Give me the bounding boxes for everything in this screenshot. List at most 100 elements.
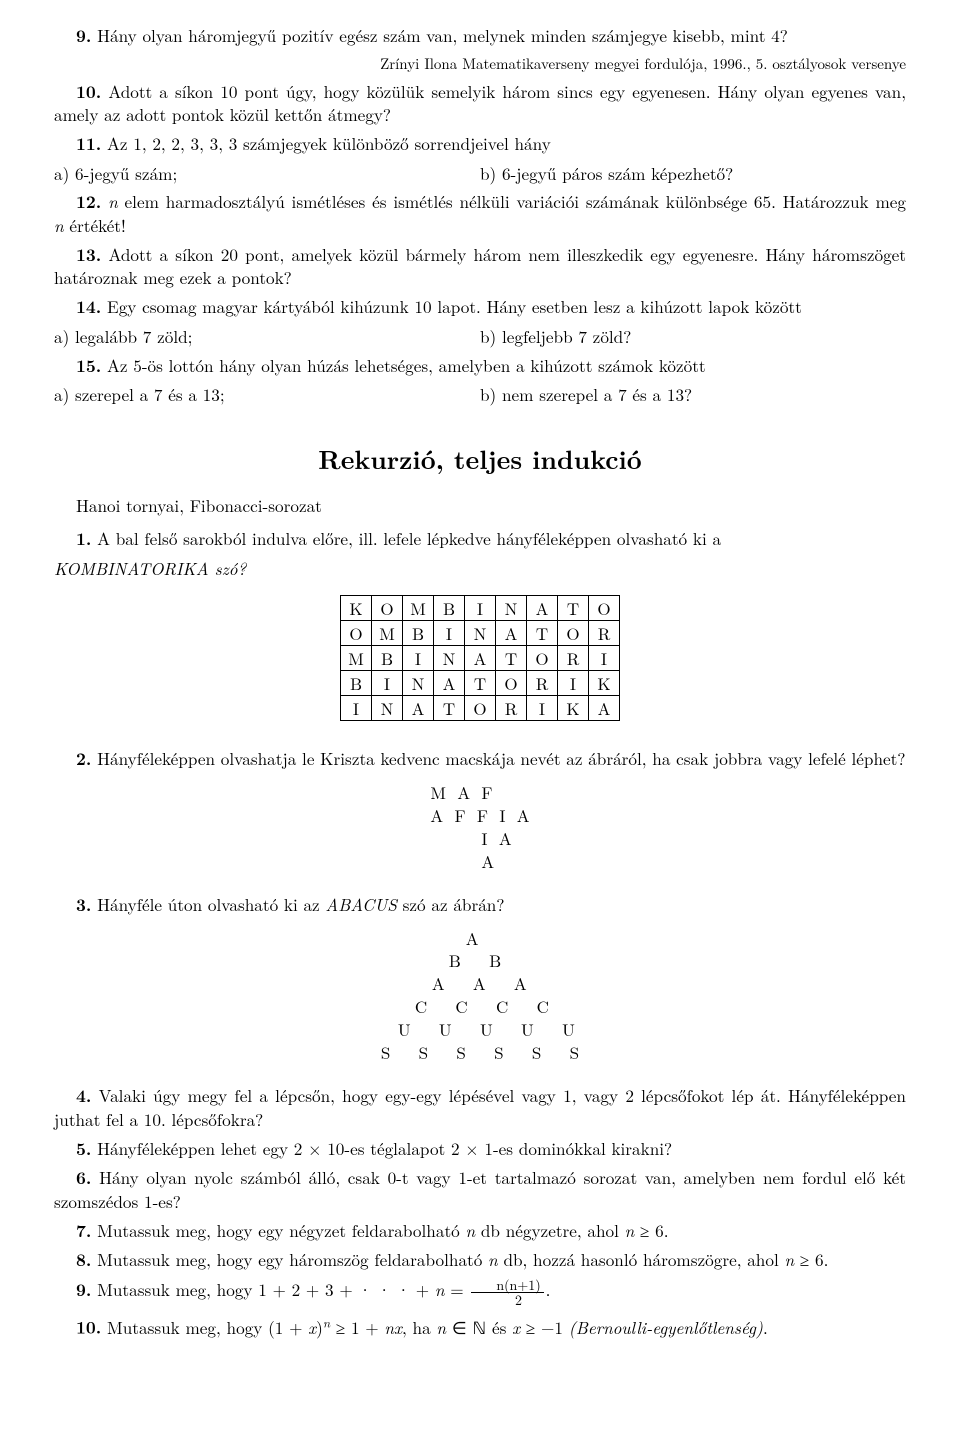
grid-cell: I	[341, 696, 372, 721]
problem-14-parts: a) legalább 7 zöld; b) legfeljebb 7 zöld…	[54, 325, 906, 348]
q4-num: 4.	[76, 1084, 91, 1108]
problem-13: 13. Adott a síkon 20 pont, amelyek közül…	[54, 243, 906, 289]
grid-cell: I	[527, 696, 558, 721]
grid-cell: K	[589, 671, 620, 696]
q1-text-b: KOMBINATORIKA szó?	[54, 556, 246, 580]
grid-cell: N	[372, 696, 403, 721]
problem-15-text: Az 5-ös lottón hány olyan húzás lehetség…	[107, 353, 706, 377]
q1: 1. A bal felső sarokból indulva előre, i…	[54, 527, 906, 551]
q9-num: 9.	[76, 1278, 91, 1302]
q6: 6. Hány olyan nyolc számból álló, csak 0…	[54, 1166, 906, 1212]
q3-num: 3.	[76, 893, 91, 917]
problem-11: 11. Az 1, 2, 2, 3, 3, 3 számjegyek külön…	[54, 132, 906, 156]
grid-cell: A	[465, 646, 496, 671]
source-note: Zrínyi Ilona Matematikaverseny megyei fo…	[54, 54, 906, 74]
q4-text: Valaki úgy megy fel a lépcsőn, hogy egy-…	[54, 1083, 906, 1131]
q9-text: Mutassuk meg, hogy 1 + 2 + 3 + · · · + n…	[97, 1277, 550, 1301]
grid-cell: I	[558, 671, 589, 696]
q1-num: 1.	[76, 527, 91, 551]
problem-9-num: 9.	[76, 24, 91, 48]
q5-num: 5.	[76, 1137, 91, 1161]
problem-14: 14. Egy csomag magyar kártyából kihúzunk…	[54, 295, 906, 319]
grid-cell: R	[496, 696, 527, 721]
q2: 2. Hányféleképpen olvashatja le Kriszta …	[54, 747, 906, 771]
problem-12: 12. n elem harmadosztályú ismétléses és …	[54, 190, 906, 236]
grid-cell: T	[527, 621, 558, 646]
page: 9. Hány olyan háromjegyű pozitív egész s…	[0, 0, 960, 1386]
grid-cell: T	[434, 696, 465, 721]
grid-cell: N	[403, 671, 434, 696]
problem-9: 9. Hány olyan háromjegyű pozitív egész s…	[54, 24, 906, 48]
q1-text-a: A bal felső sarokból indulva előre, ill.…	[97, 526, 721, 550]
problem-9-text: Hány olyan háromjegyű pozitív egész szám…	[97, 23, 788, 47]
problem-15-num: 15.	[76, 354, 101, 378]
grid-cell: O	[496, 671, 527, 696]
fraction: n(n+1) 2	[471, 1278, 543, 1307]
grid-cell: I	[372, 671, 403, 696]
maffia-grid: M A F A F F I A I A A	[430, 781, 529, 873]
q10-text: Mutassuk meg, hogy (1 + x)n ≥ 1 + nx, ha…	[107, 1315, 768, 1339]
problem-14-a: a) legalább 7 zöld;	[54, 325, 480, 348]
grid-cell: A	[589, 696, 620, 721]
grid-cell: M	[372, 621, 403, 646]
grid-cell: B	[403, 621, 434, 646]
grid-cell: O	[341, 621, 372, 646]
grid-cell: O	[465, 696, 496, 721]
problem-12-num: 12.	[76, 190, 101, 214]
problem-15-a: a) szerepel a 7 és a 13;	[54, 383, 480, 406]
q10-num: 10.	[76, 1316, 101, 1340]
grid-cell: A	[403, 696, 434, 721]
problem-15-b: b) nem szerepel a 7 és a 13?	[480, 383, 906, 406]
problem-11-parts: a) 6-jegyű szám; b) 6-jegyű páros szám k…	[54, 162, 906, 185]
q6-text: Hány olyan nyolc számból álló, csak 0-t …	[54, 1165, 906, 1213]
fraction-num: n(n+1)	[471, 1278, 543, 1293]
q2-text: Hányféleképpen olvashatja le Kriszta ked…	[97, 746, 905, 770]
fraction-den: 2	[471, 1293, 543, 1307]
grid-cell: I	[465, 596, 496, 621]
grid1-wrap: KOMBINATOOMBINATORMBINATORIBINATORIKINAT…	[54, 585, 906, 741]
q3-text: Hányféle úton olvasható ki az ABACUS szó…	[97, 892, 504, 916]
problem-10: 10. Adott a síkon 10 pont úgy, hogy közü…	[54, 80, 906, 126]
problem-10-num: 10.	[76, 80, 101, 104]
grid-cell: O	[589, 596, 620, 621]
grid-cell: M	[403, 596, 434, 621]
problem-15: 15. Az 5-ös lottón hány olyan húzás lehe…	[54, 354, 906, 378]
grid2-wrap: M A F A F F I A I A A	[54, 777, 906, 887]
problem-15-parts: a) szerepel a 7 és a 13; b) nem szerepel…	[54, 383, 906, 406]
grid-cell: I	[403, 646, 434, 671]
q8: 8. Mutassuk meg, hogy egy háromszög feld…	[54, 1248, 906, 1272]
grid-cell: N	[496, 596, 527, 621]
q6-num: 6.	[76, 1166, 91, 1190]
q5-text: Hányféleképpen lehet egy 2 × 10-es tégla…	[97, 1136, 672, 1160]
grid-cell: A	[434, 671, 465, 696]
abacus-grid: A B B A A A C C C C U U U U U S S S S S …	[381, 927, 579, 1065]
grid-cell: A	[527, 596, 558, 621]
grid-cell: N	[434, 646, 465, 671]
q7-text: Mutassuk meg, hogy egy négyzet feldarabo…	[97, 1218, 668, 1242]
q7: 7. Mutassuk meg, hogy egy négyzet feldar…	[54, 1219, 906, 1243]
problem-10-text: Adott a síkon 10 pont úgy, hogy közülük …	[54, 79, 906, 127]
section-title: Rekurzió, teljes indukció	[54, 442, 906, 476]
grid-cell: K	[341, 596, 372, 621]
q8-num: 8.	[76, 1248, 91, 1272]
problem-14-num: 14.	[76, 295, 101, 319]
q2-num: 2.	[76, 747, 91, 771]
q7-num: 7.	[76, 1219, 91, 1243]
q3: 3. Hányféle úton olvasható ki az ABACUS …	[54, 893, 906, 917]
grid-cell: O	[558, 621, 589, 646]
problem-13-text: Adott a síkon 20 pont, amelyek közül bár…	[54, 242, 906, 290]
grid3-wrap: A B B A A A C C C C U U U U U S S S S S …	[54, 923, 906, 1079]
q8-text: Mutassuk meg, hogy egy háromszög feldara…	[97, 1247, 828, 1271]
grid-cell: R	[527, 671, 558, 696]
problem-12-text: elem harmadosztályú ismétléses és ismétl…	[54, 189, 906, 237]
grid-cell: T	[496, 646, 527, 671]
problem-11-num: 11.	[76, 132, 101, 156]
q10: 10. Mutassuk meg, hogy (1 + x)n ≥ 1 + nx…	[54, 1313, 906, 1339]
q4: 4. Valaki úgy megy fel a lépcsőn, hogy e…	[54, 1084, 906, 1130]
grid-cell: I	[589, 646, 620, 671]
grid-cell: I	[434, 621, 465, 646]
q9: 9. Mutassuk meg, hogy 1 + 2 + 3 + · · · …	[54, 1278, 906, 1307]
grid-cell: T	[465, 671, 496, 696]
grid-cell: T	[558, 596, 589, 621]
kombinatorika-grid: KOMBINATOOMBINATORMBINATORIBINATORIKINAT…	[340, 595, 620, 721]
